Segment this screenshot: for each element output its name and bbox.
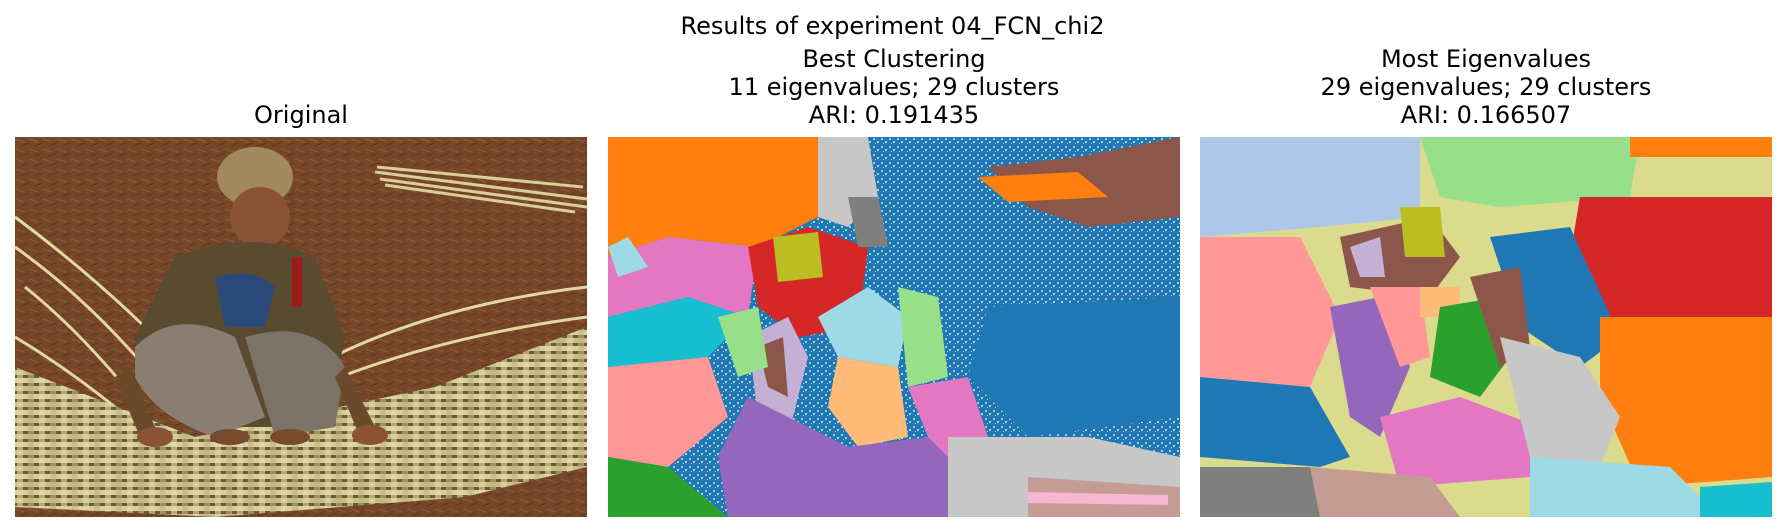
strip-bundle: [374, 165, 587, 214]
best-clustering-map: [608, 137, 1180, 517]
original-photo-panel: [15, 137, 587, 517]
most-eigenvalues-map: [1200, 137, 1772, 517]
panel-title-best-clustering-line2: 11 eigenvalues; 29 clusters: [728, 73, 1060, 101]
panel-title-most-eigenvalues-line3: ARI: 0.166507: [1400, 101, 1572, 129]
panel-title-original: Original: [15, 101, 587, 129]
panel-title-most-eigenvalues-line2: 29 eigenvalues; 29 clusters: [1320, 73, 1652, 101]
best-clustering-map-panel: [608, 137, 1180, 517]
panel-title-best-clustering: Best Clustering 11 eigenvalues; 29 clust…: [608, 45, 1180, 129]
original-photo: [15, 137, 587, 517]
most-eigenvalues-map-panel: [1200, 137, 1772, 517]
person: [115, 147, 388, 447]
panel-title-most-eigenvalues: Most Eigenvalues 29 eigenvalues; 29 clus…: [1200, 45, 1772, 129]
figure-suptitle: Results of experiment 04_FCN_chi2: [680, 12, 1105, 40]
panel-title-most-eigenvalues-line1: Most Eigenvalues: [1380, 45, 1592, 73]
loose-strips: [15, 215, 587, 409]
panel-title-best-clustering-line1: Best Clustering: [802, 45, 986, 73]
panel-title-best-clustering-line3: ARI: 0.191435: [808, 101, 980, 129]
panel-title-original-line1: Original: [254, 101, 348, 129]
